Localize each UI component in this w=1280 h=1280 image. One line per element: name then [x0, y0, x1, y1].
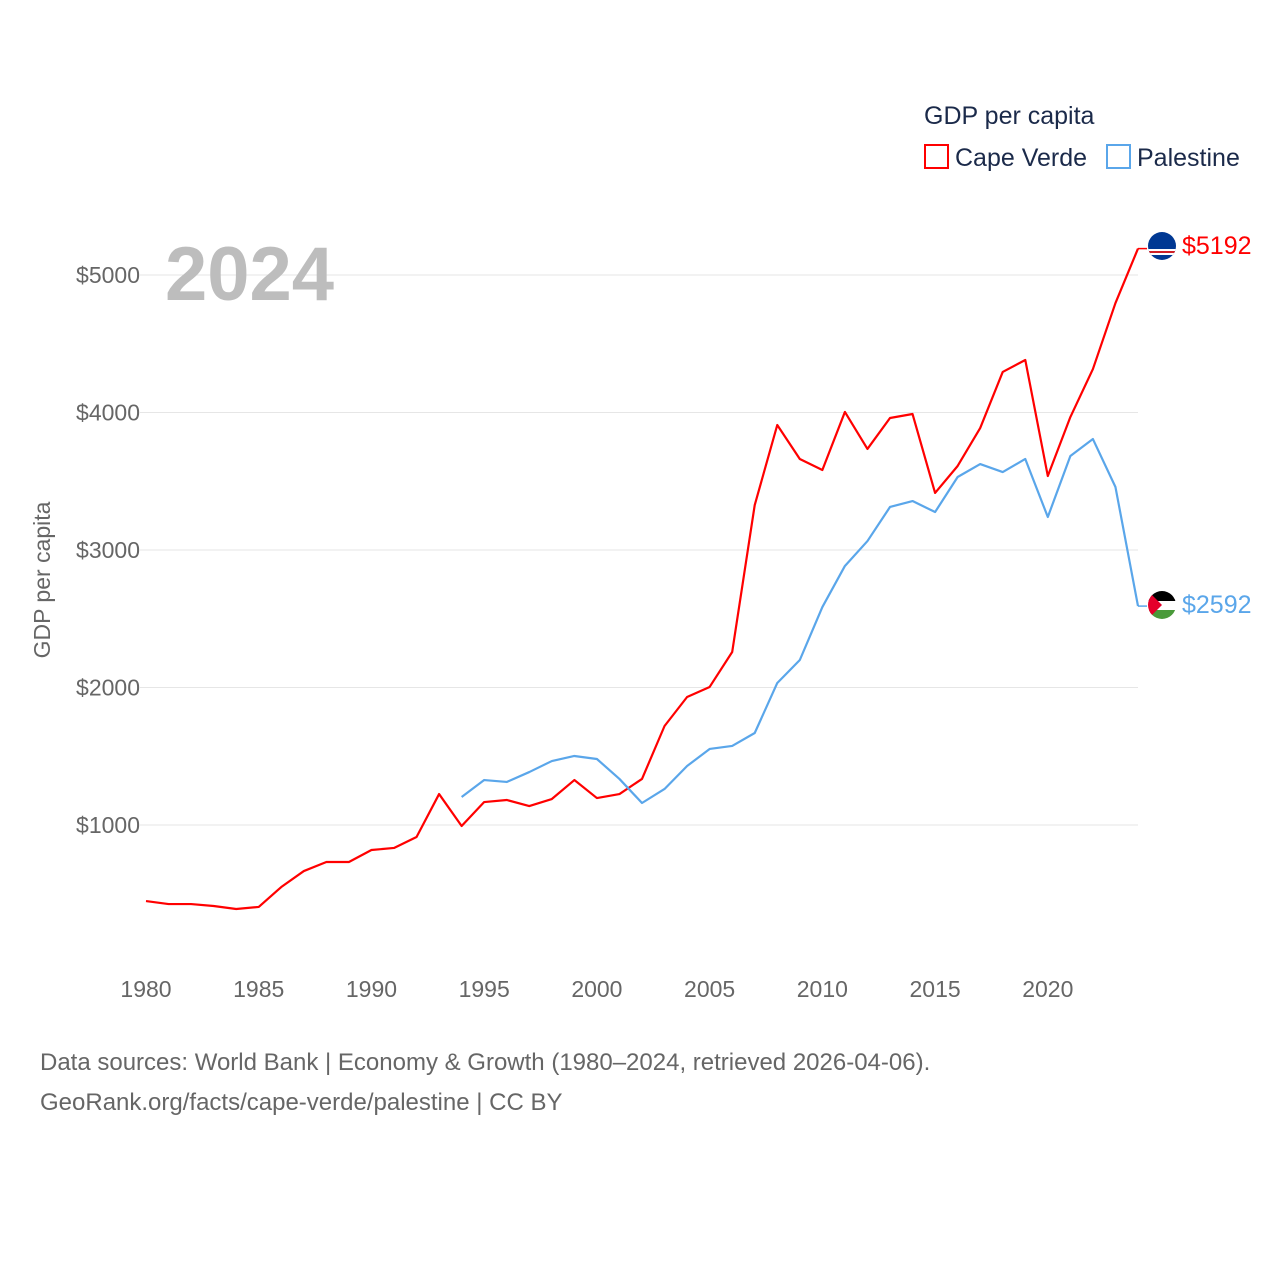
source-link[interactable]: GeoRank.org/facts/cape-verde/palestine |… — [40, 1089, 563, 1116]
footer: Data sources: World Bank | Economy & Gro… — [40, 1043, 930, 1123]
y-tick-label: $1000 — [76, 812, 140, 838]
legend-label-palestine[interactable]: Palestine — [1137, 144, 1240, 172]
x-tick-label: 2010 — [797, 976, 848, 1002]
x-tick-label: 1990 — [346, 976, 397, 1002]
x-tick-label: 2005 — [684, 976, 735, 1002]
legend-swatch-palestine — [1106, 144, 1131, 169]
x-tick-label: 2020 — [1022, 976, 1073, 1002]
legend-swatch-cape-verde — [924, 144, 949, 169]
data-source-text: Data sources: World Bank | Economy & Gro… — [40, 1049, 931, 1076]
y-tick-label: $4000 — [76, 400, 140, 426]
end-label-palestine: $2592 — [1182, 591, 1252, 619]
y-tick-label: $2000 — [76, 675, 140, 701]
legend-label-cape-verde[interactable]: Cape Verde — [955, 144, 1087, 172]
x-tick-label: 1985 — [233, 976, 284, 1002]
legend-title: GDP per capita — [924, 102, 1095, 130]
palestine-flag-icon — [1148, 591, 1176, 619]
x-tick-label: 2015 — [910, 976, 961, 1002]
cape-verde-flag-icon — [1148, 232, 1176, 260]
end-label-cape-verde: $5192 — [1182, 232, 1252, 260]
series-line-palestine — [460, 437, 1140, 805]
x-tick-label: 1980 — [120, 976, 171, 1002]
y-axis-label: GDP per capita — [29, 501, 55, 658]
x-tick-label: 1995 — [459, 976, 510, 1002]
series-line-cape-verde — [145, 248, 1140, 911]
y-tick-label: $3000 — [76, 537, 140, 563]
year-label: 2024 — [165, 232, 334, 317]
y-tick-label: $5000 — [76, 262, 140, 288]
x-tick-label: 2000 — [571, 976, 622, 1002]
